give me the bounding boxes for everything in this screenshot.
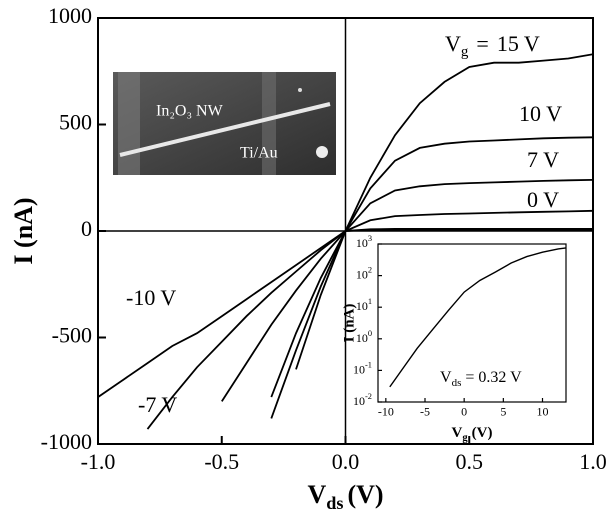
- y-tick-base: 10: [356, 236, 368, 250]
- y-tick-label: 500: [59, 110, 92, 135]
- series-label: 0 V: [527, 187, 559, 212]
- particle: [298, 88, 302, 92]
- annotation: Vds = 0.32 V: [440, 369, 522, 389]
- curve: [98, 228, 593, 398]
- inset-bg: [378, 244, 566, 402]
- y-tick-base: 10: [353, 394, 365, 408]
- x-label-unit: (V): [347, 480, 383, 509]
- x-label-main: V: [452, 425, 463, 441]
- y-tick-label: 101: [356, 297, 372, 313]
- y-tick-label: 0: [81, 216, 92, 241]
- y-tick-base: 10: [353, 362, 365, 376]
- nanowire: [119, 102, 331, 157]
- y-tick-label: 103: [356, 234, 372, 250]
- series-label: 7 V: [527, 147, 559, 172]
- plot-frame: [377, 243, 567, 403]
- label-prefix-eq: =: [476, 31, 488, 56]
- contact-label: Ti/Au: [240, 145, 278, 162]
- sem-photo: In₂O₃ NW Ti/Au: [113, 72, 336, 175]
- series-label: 10 V: [519, 101, 562, 126]
- x-label-main: V: [307, 480, 326, 509]
- x-label-sub: g: [462, 433, 468, 444]
- x-axis-label: Vg (V): [452, 425, 493, 443]
- series-name: 15 V: [497, 31, 540, 56]
- curve: [270, 136, 593, 419]
- contact-left: [118, 72, 140, 175]
- y-tick-label: 10-1: [353, 360, 372, 376]
- series-name: 10 V: [519, 101, 562, 126]
- y-tick-base: 10: [356, 267, 368, 281]
- y-tick-label: -500: [52, 323, 92, 348]
- y-tick-exp: -2: [365, 392, 372, 401]
- series-name: -7 V: [138, 392, 177, 417]
- annotation-sub: ds: [452, 377, 462, 389]
- x-axis-label: Vds (V): [307, 480, 383, 513]
- series-label: -10 V: [126, 285, 176, 310]
- contact-right: [262, 72, 276, 175]
- y-tick-label: 102: [356, 266, 372, 282]
- x-tick-label: -5: [420, 405, 430, 419]
- series-label: -7 V: [138, 392, 177, 417]
- y-axis-label: I (nA): [9, 197, 38, 264]
- y-tick-label: 100: [356, 329, 372, 345]
- annotation-rest: = 0.32 V: [465, 369, 522, 386]
- annotation-main: V: [440, 369, 452, 386]
- x-tick-label: 1.0: [579, 449, 607, 474]
- label-prefix-sub: g: [461, 44, 469, 60]
- y-tick-label: 10-2: [353, 392, 372, 408]
- x-tick-label: 0: [461, 405, 467, 419]
- x-tick-label: 0.5: [456, 449, 484, 474]
- curve: [389, 247, 566, 388]
- y-tick-exp: -1: [365, 360, 372, 369]
- curve: [270, 179, 593, 398]
- y-tick-exp: 3: [368, 234, 372, 243]
- x-tick-label: -0.5: [204, 449, 239, 474]
- x-tick-label: -10: [378, 405, 394, 419]
- x-tick-label: 10: [537, 405, 549, 419]
- series-name: -10 V: [126, 285, 176, 310]
- y-axis-label: I (nA): [341, 304, 357, 343]
- x-tick-label: 0.0: [332, 449, 360, 474]
- y-tick-exp: 1: [368, 297, 372, 306]
- y-tick-exp: 0: [368, 329, 372, 338]
- curve: [221, 209, 593, 402]
- x-label-sub: ds: [326, 493, 343, 513]
- label-prefix: V: [445, 31, 461, 56]
- series-label: Vg = 15 V: [445, 31, 540, 60]
- series-name: 7 V: [527, 147, 559, 172]
- particle: [316, 146, 328, 158]
- x-tick-label: -1.0: [81, 449, 116, 474]
- photo-bg: [113, 72, 336, 175]
- y-tick-base: 10: [356, 331, 368, 345]
- series-name: 0 V: [527, 187, 559, 212]
- y-tick-label: -1000: [41, 429, 92, 454]
- y-tick-label: 1000: [48, 3, 92, 28]
- x-label-unit: (V): [472, 425, 493, 441]
- x-tick-label: 5: [500, 405, 506, 419]
- y-tick-base: 10: [356, 299, 368, 313]
- wire-label: In₂O₃ NW: [156, 103, 224, 120]
- y-tick-exp: 2: [368, 266, 372, 275]
